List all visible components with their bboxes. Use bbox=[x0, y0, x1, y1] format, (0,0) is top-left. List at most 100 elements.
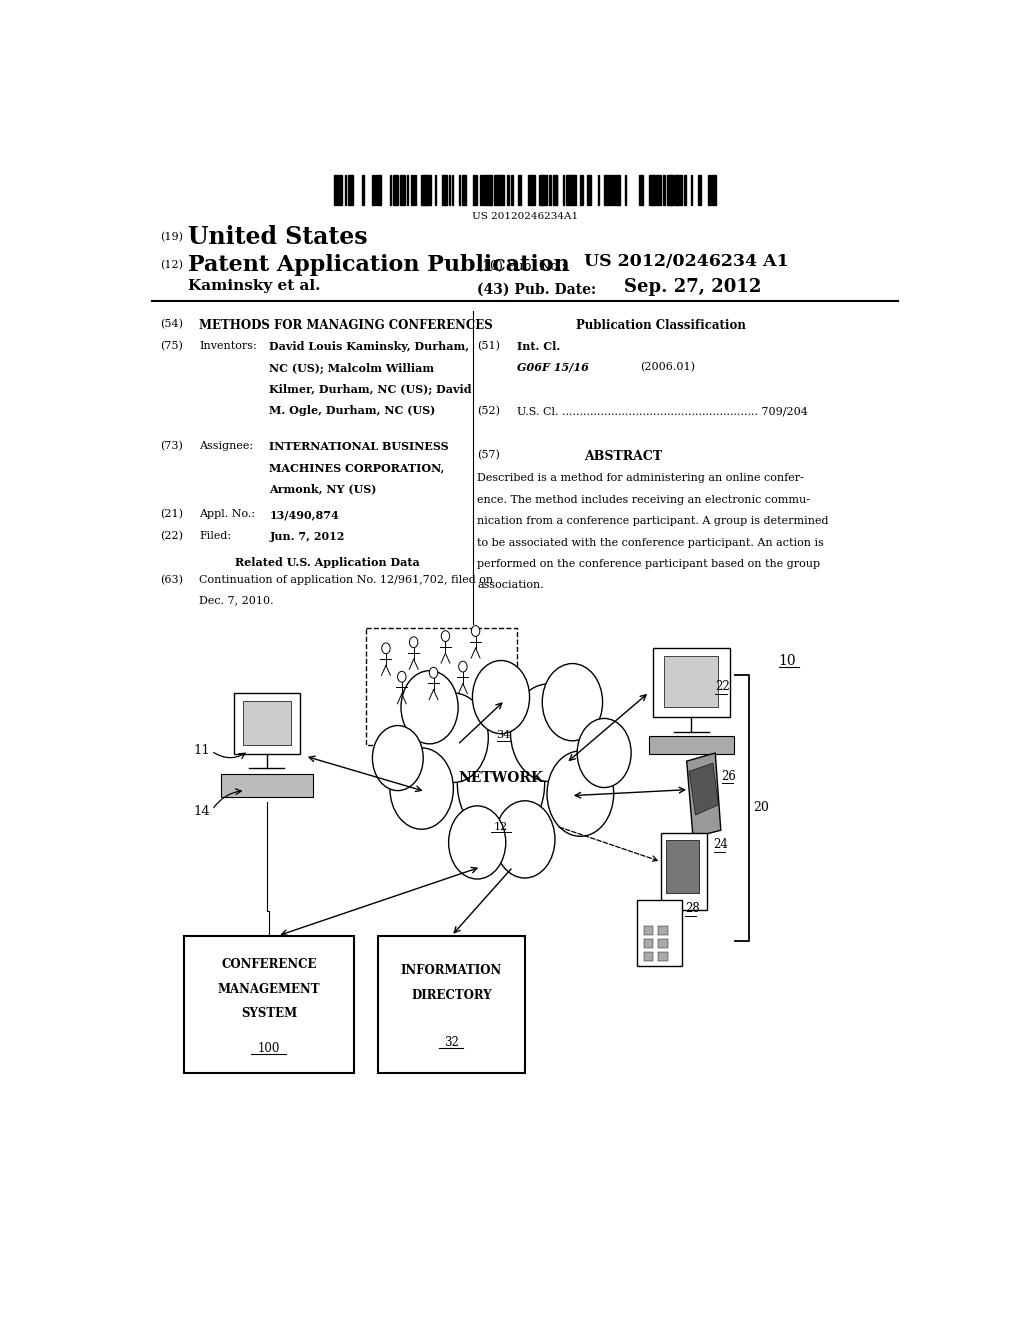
Text: METHODS FOR MANAGING CONFERENCES: METHODS FOR MANAGING CONFERENCES bbox=[200, 319, 494, 333]
Text: nication from a conference participant. A group is determined: nication from a conference participant. … bbox=[477, 516, 828, 527]
Bar bbox=[573, 174, 575, 205]
Circle shape bbox=[459, 661, 467, 672]
Circle shape bbox=[390, 748, 454, 829]
Text: Assignee:: Assignee: bbox=[200, 441, 254, 451]
Text: (43) Pub. Date:: (43) Pub. Date: bbox=[477, 282, 596, 297]
Bar bbox=[393, 174, 398, 205]
Text: to be associated with the conference participant. An action is: to be associated with the conference par… bbox=[477, 537, 824, 548]
Circle shape bbox=[449, 805, 506, 879]
Bar bbox=[587, 174, 591, 205]
Text: Publication Classification: Publication Classification bbox=[577, 319, 746, 333]
Bar bbox=[421, 174, 426, 205]
Text: SYSTEM: SYSTEM bbox=[241, 1007, 297, 1020]
Bar bbox=[614, 174, 618, 205]
Bar bbox=[528, 174, 534, 205]
Text: Int. Cl.: Int. Cl. bbox=[517, 342, 560, 352]
Circle shape bbox=[419, 693, 488, 783]
Text: (75): (75) bbox=[160, 342, 182, 351]
Bar bbox=[414, 174, 417, 205]
Bar bbox=[511, 174, 513, 205]
Text: Sep. 27, 2012: Sep. 27, 2012 bbox=[624, 279, 762, 296]
Bar bbox=[539, 174, 544, 205]
Circle shape bbox=[543, 664, 602, 741]
Bar bbox=[441, 174, 446, 205]
Bar bbox=[556, 174, 557, 205]
Bar bbox=[411, 174, 413, 205]
Bar bbox=[644, 952, 653, 961]
Text: 28: 28 bbox=[685, 902, 699, 915]
Text: (54): (54) bbox=[160, 319, 182, 329]
Bar bbox=[542, 174, 547, 205]
Circle shape bbox=[382, 643, 390, 653]
Bar bbox=[233, 693, 300, 754]
Bar bbox=[569, 174, 573, 205]
Polygon shape bbox=[687, 752, 721, 837]
Circle shape bbox=[511, 684, 587, 781]
Circle shape bbox=[472, 660, 529, 734]
Bar bbox=[671, 174, 673, 205]
Circle shape bbox=[471, 626, 480, 636]
Text: 34: 34 bbox=[497, 730, 511, 739]
Bar bbox=[566, 174, 571, 205]
Text: CONFERENCE: CONFERENCE bbox=[221, 958, 316, 972]
Bar bbox=[459, 174, 460, 205]
Bar bbox=[581, 174, 584, 205]
Bar bbox=[497, 174, 502, 205]
Bar bbox=[611, 174, 614, 205]
Text: Continuation of application No. 12/961,702, filed on: Continuation of application No. 12/961,7… bbox=[200, 576, 494, 585]
Text: MACHINES CORPORATION,: MACHINES CORPORATION, bbox=[269, 462, 444, 474]
Text: Filed:: Filed: bbox=[200, 532, 231, 541]
Bar bbox=[649, 174, 654, 205]
Bar bbox=[379, 174, 381, 205]
Bar bbox=[604, 174, 608, 205]
Bar bbox=[563, 174, 564, 205]
Text: NETWORK: NETWORK bbox=[459, 771, 544, 785]
Text: Inventors:: Inventors: bbox=[200, 342, 257, 351]
Bar bbox=[638, 900, 682, 966]
Bar bbox=[608, 174, 610, 205]
Text: Appl. No.:: Appl. No.: bbox=[200, 510, 256, 519]
Bar bbox=[463, 174, 467, 205]
Bar bbox=[531, 174, 536, 205]
Bar bbox=[658, 939, 668, 948]
Bar bbox=[662, 833, 708, 909]
Circle shape bbox=[458, 727, 545, 840]
Text: US 2012/0246234 A1: US 2012/0246234 A1 bbox=[585, 253, 790, 269]
Text: (22): (22) bbox=[160, 532, 182, 541]
Bar bbox=[598, 174, 599, 205]
Bar bbox=[486, 174, 492, 205]
Circle shape bbox=[547, 751, 613, 837]
Bar bbox=[494, 174, 498, 205]
Text: Dec. 7, 2010.: Dec. 7, 2010. bbox=[200, 595, 274, 606]
Text: (73): (73) bbox=[160, 441, 182, 451]
Text: INFORMATION: INFORMATION bbox=[400, 965, 502, 977]
Bar bbox=[445, 174, 447, 205]
Text: M. Ogle, Durham, NC (US): M. Ogle, Durham, NC (US) bbox=[269, 405, 435, 416]
Text: G06F 15/16: G06F 15/16 bbox=[517, 362, 589, 372]
Text: Jun. 7, 2012: Jun. 7, 2012 bbox=[269, 532, 345, 543]
Bar bbox=[449, 174, 451, 205]
Text: (51): (51) bbox=[477, 342, 500, 351]
Bar bbox=[221, 775, 313, 797]
Bar bbox=[351, 174, 353, 205]
Text: 13/490,874: 13/490,874 bbox=[269, 510, 339, 520]
Text: (19): (19) bbox=[160, 231, 182, 242]
Text: 26: 26 bbox=[722, 770, 736, 783]
Text: 20: 20 bbox=[754, 801, 769, 814]
Text: ABSTRACT: ABSTRACT bbox=[585, 450, 663, 463]
Text: (57): (57) bbox=[477, 450, 500, 461]
Bar bbox=[424, 174, 429, 205]
Bar bbox=[549, 174, 551, 205]
Text: (2006.01): (2006.01) bbox=[640, 362, 695, 372]
Bar bbox=[698, 174, 701, 205]
Bar bbox=[639, 174, 643, 205]
Bar bbox=[338, 174, 342, 205]
Bar bbox=[362, 174, 365, 205]
Bar bbox=[665, 656, 719, 708]
Circle shape bbox=[441, 631, 450, 642]
Bar bbox=[518, 174, 520, 205]
Text: (52): (52) bbox=[477, 407, 500, 417]
Bar bbox=[483, 174, 487, 205]
Bar bbox=[626, 174, 627, 205]
Text: ence. The method includes receiving an electronic commu-: ence. The method includes receiving an e… bbox=[477, 495, 810, 504]
